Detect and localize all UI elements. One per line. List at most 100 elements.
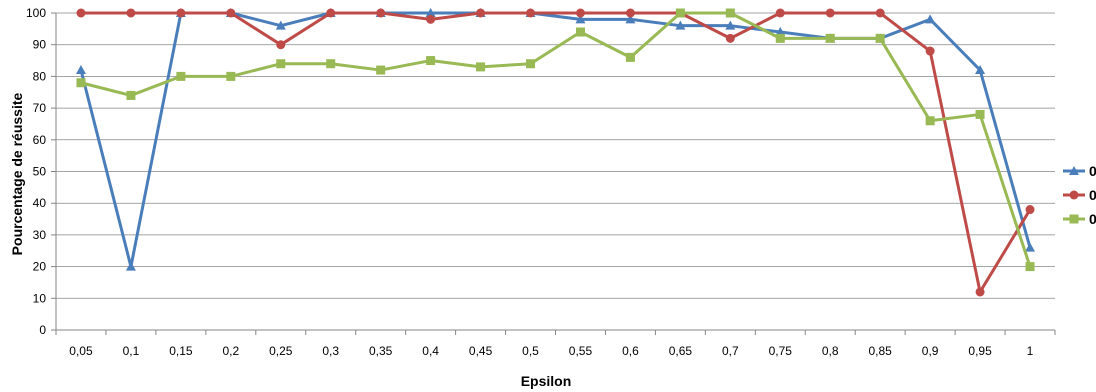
legend-marker — [1069, 214, 1079, 224]
data-point — [925, 116, 935, 126]
data-point — [775, 27, 786, 37]
data-point — [376, 8, 386, 18]
data-point — [176, 71, 186, 81]
data-point — [775, 33, 785, 43]
data-point — [275, 20, 286, 30]
legend: 0,1 0,01 0,001 — [1063, 163, 1096, 227]
data-point — [575, 14, 586, 24]
series-line — [80, 11, 1032, 294]
data-point — [476, 8, 486, 18]
x-tick-label: 0,9 — [922, 344, 939, 358]
data-point — [575, 27, 585, 37]
legend-marker — [1069, 190, 1079, 200]
data-point — [526, 59, 536, 69]
x-tick-label: 0,45 — [469, 344, 493, 358]
y-tick-label: 80 — [33, 69, 47, 83]
data-point — [226, 71, 236, 81]
data-point — [825, 8, 835, 18]
x-tick-labels: 0,05 0,1 0,15 0,2 0,25 0,3 0,35 0,4 0,45 0,5 0,55 0… — [69, 344, 1033, 358]
data-point — [725, 33, 735, 43]
data-point — [126, 8, 136, 18]
series — [75, 8, 1036, 297]
data-point — [875, 33, 885, 43]
legend-item: 0,001 — [1063, 211, 1096, 227]
x-tick-label: 0,25 — [269, 344, 293, 358]
x-tick-label: 0,8 — [822, 344, 839, 358]
data-point — [1025, 262, 1035, 272]
x-tick-label: 0,85 — [868, 344, 892, 358]
data-point — [276, 40, 286, 50]
y-tick-label: 90 — [33, 38, 47, 52]
x-tick-label: 0,75 — [769, 344, 793, 358]
data-point — [875, 8, 885, 18]
data-point — [326, 59, 336, 69]
y-tick-label: 30 — [33, 228, 47, 242]
data-point — [725, 20, 736, 30]
data-point — [925, 46, 935, 56]
data-point — [426, 56, 436, 66]
legend-item: 0,01 — [1063, 187, 1096, 203]
legend-label: 0,01 — [1089, 187, 1096, 203]
data-point — [725, 8, 735, 18]
y-tick-label: 70 — [33, 101, 47, 115]
data-point — [1025, 205, 1035, 215]
data-point — [76, 8, 86, 18]
data-point — [276, 59, 286, 69]
data-point — [126, 90, 136, 100]
y-tick-label: 60 — [33, 133, 47, 147]
data-point — [376, 65, 386, 75]
x-tick-label: 1 — [1027, 344, 1034, 358]
data-point — [625, 14, 636, 24]
x-tick-label: 0,7 — [722, 344, 739, 358]
data-point — [975, 109, 985, 119]
y-axis-title: Pourcentage de réussite — [9, 92, 25, 255]
data-point — [226, 8, 236, 18]
axes — [51, 12, 1056, 335]
legend-marker — [1069, 166, 1079, 175]
data-point — [326, 8, 336, 18]
legend-item: 0,1 — [1063, 163, 1096, 179]
x-tick-label: 0,5 — [522, 344, 539, 358]
series-0-001 — [76, 8, 1035, 272]
y-tick-label: 100 — [26, 6, 46, 20]
data-point — [526, 8, 536, 18]
data-point — [625, 8, 635, 18]
y-tick-label: 40 — [33, 196, 47, 210]
data-point — [425, 8, 436, 17]
data-point — [975, 287, 985, 297]
data-point — [1025, 242, 1036, 252]
x-tick-label: 0,3 — [322, 344, 339, 358]
series-line — [80, 11, 1032, 268]
data-point — [476, 62, 486, 72]
data-point — [825, 33, 835, 43]
x-tick-label: 0,4 — [422, 344, 439, 358]
x-axis-title: Epsilon — [521, 373, 572, 389]
series-0-01 — [76, 8, 1035, 297]
legend-label: 0,1 — [1089, 163, 1096, 179]
data-point — [176, 8, 186, 18]
data-point — [125, 261, 136, 271]
y-tick-label: 50 — [33, 165, 47, 179]
data-point — [76, 78, 86, 88]
data-point — [975, 65, 986, 75]
y-tick-label: 0 — [39, 323, 46, 337]
legend-label: 0,001 — [1089, 211, 1096, 227]
x-tick-label: 0,15 — [169, 344, 193, 358]
x-tick-label: 0,1 — [123, 344, 140, 358]
data-point — [625, 52, 635, 62]
x-tick-label: 0,05 — [69, 344, 93, 358]
data-point — [575, 8, 585, 18]
x-tick-label: 0,55 — [569, 344, 593, 358]
y-tick-label: 20 — [33, 260, 47, 274]
gridlines — [56, 12, 1055, 299]
data-point — [675, 20, 686, 30]
x-tick-label: 0,95 — [968, 344, 992, 358]
x-tick-label: 0,2 — [222, 344, 239, 358]
data-point — [426, 14, 436, 24]
y-tick-label: 10 — [33, 291, 47, 305]
data-point — [675, 8, 685, 18]
data-point — [775, 8, 785, 18]
y-tick-labels: 0 10 20 30 40 50 60 70 80 90 100 — [26, 6, 46, 337]
